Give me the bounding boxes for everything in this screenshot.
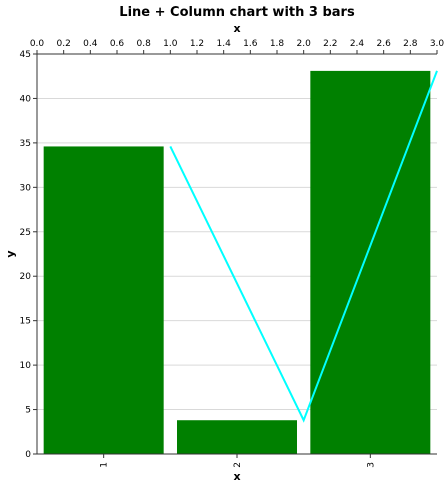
bottom-x-axis-title: x: [233, 470, 240, 483]
line-path: [169, 70, 438, 423]
chart-title: Line + Column chart with 3 bars: [119, 5, 355, 20]
y-tick-label-6: 30: [20, 183, 32, 193]
y-tick-label-1: 5: [25, 406, 31, 416]
bar-1: [43, 146, 164, 454]
top-x-tick-label-5: 1.0: [163, 39, 178, 49]
top-x-axis-ticks: 0.0 0.2 0.4 0.6 0.8 1.0 1.2 1.4 1.6 1.8 2.0 2.2 2.4 2…: [30, 39, 444, 54]
top-x-tick-label-10: 2.0: [297, 39, 312, 49]
y-tick-label-8: 40: [20, 94, 32, 104]
y-axis-ticks: 0 5 10 15 20 25 30 35 40 45: [20, 50, 37, 460]
bar-3: [310, 70, 431, 454]
top-x-tick-label-2: 0.4: [83, 39, 98, 49]
bottom-x-axis-ticks: 1 2 3: [100, 454, 376, 468]
top-x-tick-label-8: 1.6: [243, 39, 258, 49]
top-x-tick-label-13: 2.6: [377, 39, 392, 49]
top-x-tick-label-12: 2.4: [350, 39, 365, 49]
category-tick-label-2: 2: [233, 462, 243, 468]
top-x-tick-label-14: 2.8: [403, 39, 418, 49]
top-x-tick-label-6: 1.2: [190, 39, 204, 49]
y-tick-label-4: 20: [20, 272, 32, 282]
top-x-tick-label-4: 0.8: [137, 39, 152, 49]
y-tick-label-9: 45: [20, 50, 31, 60]
bar-2: [177, 420, 297, 454]
bar-series: [43, 70, 431, 454]
y-tick-label-7: 35: [20, 139, 31, 149]
y-tick-label-0: 0: [25, 450, 31, 460]
top-x-tick-label-3: 0.6: [110, 39, 125, 49]
y-tick-label-3: 15: [20, 317, 31, 327]
top-x-tick-label-11: 2.2: [323, 39, 337, 49]
y-tick-label-5: 25: [20, 228, 31, 238]
category-tick-label-1: 1: [100, 462, 110, 468]
top-x-tick-label-7: 1.4: [217, 39, 232, 49]
top-x-axis-title: x: [233, 22, 240, 35]
y-axis-title: y: [4, 250, 17, 257]
y-tick-label-2: 10: [20, 361, 32, 371]
top-x-tick-label-9: 1.8: [270, 39, 285, 49]
top-x-tick-label-0: 0.0: [30, 39, 45, 49]
line-series: [169, 70, 438, 423]
top-x-tick-label-1: 0.2: [57, 39, 71, 49]
top-x-tick-label-15: 3.0: [430, 39, 444, 49]
category-tick-label-3: 3: [366, 462, 376, 468]
